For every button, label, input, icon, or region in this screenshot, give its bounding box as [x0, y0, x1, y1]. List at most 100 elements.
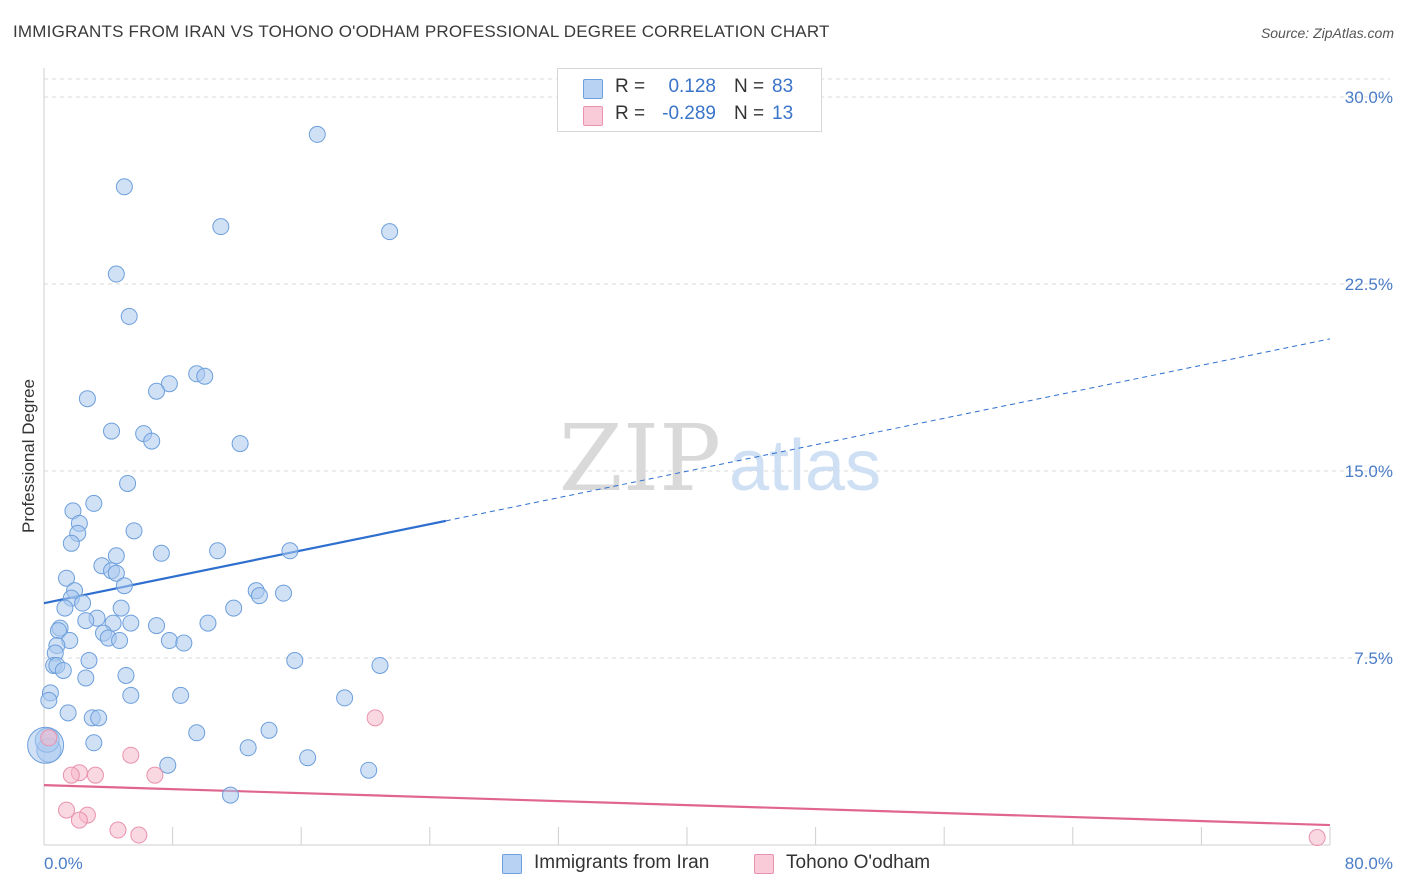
y-tick-label: 7.5% [1354, 649, 1393, 668]
legend-r-value: -0.289 [662, 103, 716, 124]
legend-r-label: R = [615, 76, 646, 97]
point-iran [175, 634, 193, 652]
legend-n-label: N = [734, 76, 765, 97]
bottom-legend-label: Immigrants from Iran [534, 852, 710, 873]
point-tohono [109, 821, 127, 839]
point-iran [90, 709, 108, 727]
point-tohono [58, 801, 76, 819]
watermark: ZIP atlas [559, 405, 881, 512]
point-tohono [146, 766, 164, 784]
point-iran [148, 382, 166, 400]
stats-legend: R = 0.128 N = 83 R = -0.289 N = 13 [557, 68, 822, 132]
y-tick-labels: 7.5% 15.0% 22.5% 30.0% [1345, 88, 1393, 668]
watermark-zip: ZIP [559, 405, 721, 512]
point-tohono [86, 766, 104, 784]
point-iran [159, 756, 177, 774]
y-axis-label: Professional Degree [19, 379, 38, 533]
point-iran [58, 569, 76, 587]
point-iran [160, 632, 178, 650]
point-iran [122, 614, 140, 632]
point-iran [59, 704, 77, 722]
point-iran [239, 739, 257, 757]
point-iran [172, 686, 190, 704]
point-iran [80, 651, 98, 669]
point-iran [119, 474, 137, 492]
legend-r-label: R = [615, 103, 646, 124]
point-iran [56, 599, 74, 617]
point-iran [125, 522, 143, 540]
legend-row-iran: R = 0.128 N = 83 [558, 75, 821, 101]
legend-swatch-blue [583, 79, 603, 99]
point-tohono [62, 766, 80, 784]
point-tohono [366, 709, 384, 727]
point-iran [148, 617, 166, 635]
legend-row-tohono: R = -0.289 N = 13 [558, 102, 821, 128]
y-tick-label: 22.5% [1345, 275, 1393, 294]
point-iran [260, 721, 278, 739]
point-iran [152, 544, 170, 562]
point-iran [286, 651, 304, 669]
legend-r-value: 0.128 [668, 76, 716, 97]
data-points [27, 125, 1326, 847]
point-iran [111, 632, 129, 650]
y-tick-label: 15.0% [1345, 462, 1393, 481]
point-iran [77, 612, 95, 630]
point-iran [225, 599, 243, 617]
point-iran [196, 367, 214, 385]
point-iran [160, 375, 178, 393]
point-iran [221, 786, 239, 804]
point-iran [360, 761, 378, 779]
trend-line-iran-extension [445, 338, 1331, 522]
point-iran [381, 223, 399, 241]
point-iran [299, 749, 317, 767]
legend-swatch-pink [583, 106, 603, 126]
point-iran [77, 669, 95, 687]
point-iran [112, 599, 130, 617]
point-iran [199, 614, 217, 632]
point-iran [85, 734, 103, 752]
point-iran [250, 587, 268, 605]
point-iran [188, 724, 206, 742]
point-iran [120, 307, 138, 325]
point-iran [40, 691, 58, 709]
x-tick-labels: 0.0% 80.0% [44, 854, 1393, 873]
point-iran [275, 584, 293, 602]
point-iran [281, 542, 299, 560]
trend-line-iran [43, 519, 447, 605]
point-iran [371, 656, 389, 674]
point-iran [115, 178, 133, 196]
y-tick-label: 30.0% [1345, 88, 1393, 107]
chart-title: IMMIGRANTS FROM IRAN VS TOHONO O'ODHAM P… [13, 22, 830, 41]
point-tohono [130, 826, 148, 844]
legend-n-label: N = [734, 103, 765, 124]
point-iran [85, 494, 103, 512]
watermark-atlas: atlas [729, 426, 881, 506]
point-iran [74, 594, 92, 612]
point-iran [54, 661, 72, 679]
point-tohono [122, 746, 140, 764]
x-tick-label: 0.0% [44, 854, 83, 873]
point-tohono [40, 729, 58, 747]
point-iran [122, 686, 140, 704]
point-iran [308, 125, 326, 143]
bottom-swatch-pink [754, 854, 774, 874]
point-tohono [1308, 829, 1326, 847]
bottom-legend-label: Tohono O'odham [786, 852, 931, 873]
legend-n-value: 83 [772, 76, 794, 97]
point-iran [107, 564, 125, 582]
point-iran [209, 542, 227, 560]
point-iran [107, 547, 125, 565]
point-iran [62, 534, 80, 552]
point-iran [115, 577, 133, 595]
point-tohono [70, 811, 88, 829]
trend-lines [43, 338, 1331, 827]
trend-line-tohono [43, 784, 1331, 827]
point-iran [212, 218, 230, 236]
x-tick-label: 80.0% [1345, 854, 1393, 873]
source-label: Source: ZipAtlas.com [1260, 25, 1394, 41]
point-iran [336, 689, 354, 707]
point-iran [103, 422, 121, 440]
point-iran [117, 666, 135, 684]
point-iran [143, 432, 161, 450]
